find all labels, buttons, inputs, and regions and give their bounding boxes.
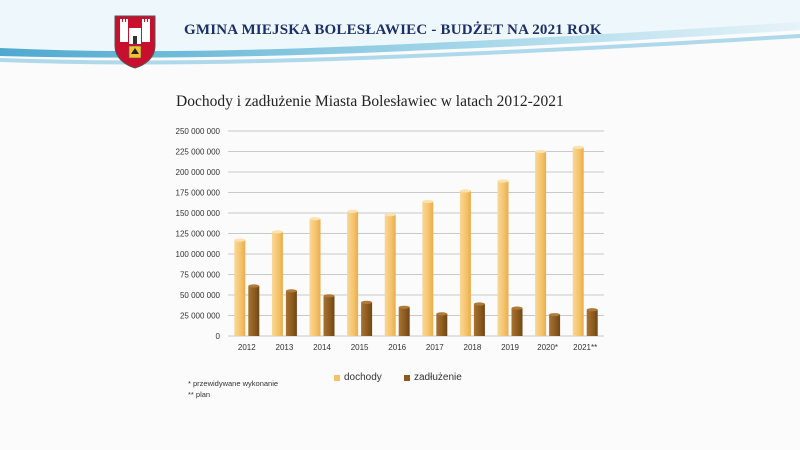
bar-dochody	[422, 201, 434, 336]
x-tick-label: 2017	[426, 343, 444, 352]
x-tick-label: 2020*	[537, 343, 558, 352]
bar-top-zadluzenie	[586, 308, 598, 312]
y-tick-label: 125 000 000	[176, 230, 221, 239]
chart-bars	[234, 145, 598, 336]
bar-top-zadluzenie	[398, 305, 410, 309]
legend-swatch-income	[334, 375, 340, 381]
bar-top-zadluzenie	[436, 312, 448, 316]
legend-label-income: dochody	[344, 372, 382, 383]
bar-top-dochody	[271, 230, 283, 234]
bar-zadluzenie	[323, 295, 335, 336]
bar-top-zadluzenie	[473, 302, 485, 306]
bar-dochody	[497, 181, 509, 336]
bar-top-zadluzenie	[323, 294, 335, 298]
y-tick-label: 25 000 000	[180, 312, 221, 321]
bar-top-zadluzenie	[361, 300, 373, 304]
bar-top-dochody	[384, 213, 396, 217]
y-tick-label: 225 000 000	[176, 148, 221, 157]
y-tick-label: 175 000 000	[176, 189, 221, 198]
y-tick-label: 100 000 000	[176, 250, 221, 259]
bar-top-dochody	[422, 199, 434, 204]
bar-top-zadluzenie	[549, 313, 561, 317]
y-axis-ticks: 0 25 000 000 50 000 000 75 000 000 100 000 0…	[176, 127, 221, 341]
bar-zadluzenie	[398, 307, 410, 336]
bar-dochody	[234, 240, 246, 336]
bar-top-dochody	[459, 189, 471, 193]
header-title: GMINA MIEJSKA BOLESŁAWIEC - BUDŻET NA 20…	[184, 22, 602, 38]
bar-top-dochody	[572, 145, 584, 149]
legend-swatch-debt	[404, 375, 410, 381]
legend-label-debt: zadłużenie	[414, 372, 462, 383]
city-coat-of-arms-icon	[112, 12, 158, 70]
x-tick-label: 2014	[313, 343, 331, 352]
bar-dochody	[271, 231, 283, 336]
bar-dochody	[384, 214, 396, 336]
bar-top-zadluzenie	[511, 306, 523, 310]
bar-zadluzenie	[473, 304, 485, 336]
bar-top-dochody	[309, 217, 321, 221]
bar-dochody	[459, 190, 471, 336]
y-tick-label: 250 000 000	[176, 127, 221, 136]
bar-dochody	[309, 218, 321, 336]
bar-dochody	[535, 151, 547, 336]
x-tick-label: 2016	[388, 343, 406, 352]
bar-dochody	[572, 147, 584, 336]
footnote-estimated: * przewidywane wykonanie	[188, 379, 279, 388]
bar-zadluzenie	[586, 309, 598, 336]
y-tick-label: 150 000 000	[176, 209, 221, 218]
bar-dochody	[347, 211, 359, 336]
bar-top-zadluzenie	[248, 284, 260, 288]
y-tick-label: 50 000 000	[180, 291, 221, 300]
x-tick-label: 2021**	[573, 343, 597, 352]
y-tick-label: 0	[216, 332, 221, 341]
chart-title: Dochody i zadłużenie Miasta Bolesławiec …	[176, 93, 564, 110]
bar-top-dochody	[497, 179, 509, 183]
y-tick-label: 200 000 000	[176, 168, 221, 177]
bar-top-dochody	[234, 238, 246, 242]
header-wave-decoration	[0, 0, 800, 65]
bar-zadluzenie	[436, 313, 448, 336]
x-tick-label: 2019	[501, 343, 519, 352]
y-tick-label: 75 000 000	[180, 271, 221, 280]
x-tick-label: 2012	[238, 343, 256, 352]
x-tick-label: 2013	[276, 343, 294, 352]
footnote-plan: ** plan	[188, 390, 211, 399]
bar-zadluzenie	[511, 308, 523, 336]
x-axis-ticks: 2012 2013 2014 2015 2016 2017 2018 2019 2020* 202…	[238, 343, 597, 352]
bar-top-dochody	[347, 209, 359, 213]
x-tick-label: 2018	[464, 343, 482, 352]
header-banner: GMINA MIEJSKA BOLESŁAWIEC - BUDŻET NA 20…	[0, 0, 800, 80]
bar-zadluzenie	[285, 290, 297, 336]
bar-zadluzenie	[248, 285, 260, 336]
x-tick-label: 2015	[351, 343, 369, 352]
bar-zadluzenie	[361, 302, 373, 336]
bar-top-zadluzenie	[285, 289, 297, 293]
bar-top-dochody	[535, 149, 547, 154]
bar-zadluzenie	[549, 314, 561, 336]
chart-gridlines	[228, 130, 604, 337]
